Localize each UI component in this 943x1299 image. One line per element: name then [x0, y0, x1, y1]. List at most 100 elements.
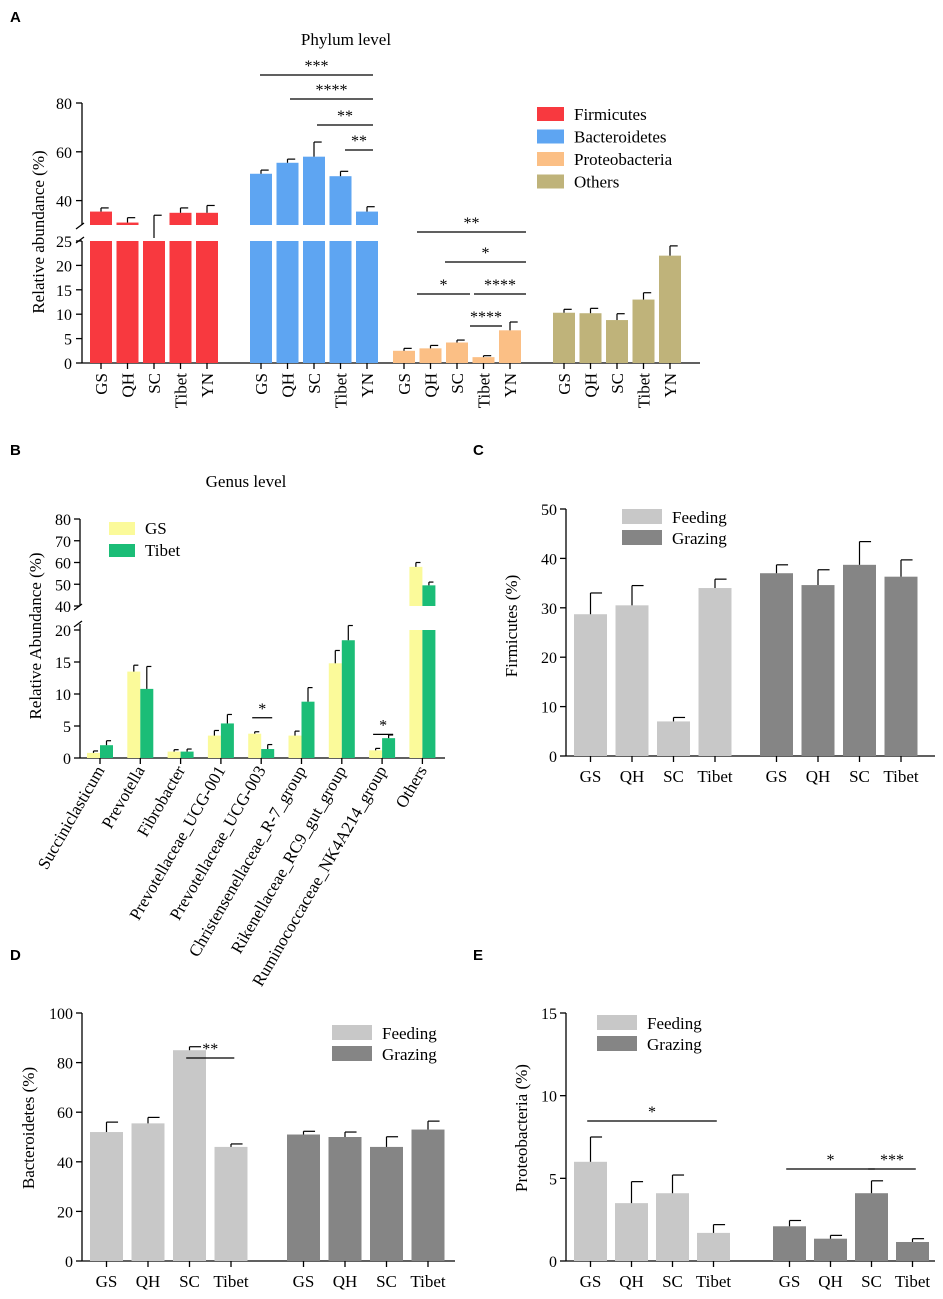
- panel-d-axes: 0 20 40 60 80 100 GS QH SC Tibet GS QH SC Tibet: [49, 1006, 455, 1291]
- panel-a-bar-firmicutes-qh-lower: [116, 241, 139, 363]
- panel-b-y-tick-label: 50: [55, 577, 71, 594]
- panel-c-bar-feeding-qh: [615, 605, 649, 756]
- panel-b-bar-gs-8-lower: [409, 630, 423, 758]
- panel-a-bar-firmicutes-qh-upper: [116, 222, 139, 225]
- panel-a-bar-bacteroidetes-qh-upper: [276, 162, 299, 225]
- panel-e-bar-grazing-gs: [773, 1226, 806, 1261]
- panel-e-bar-grazing-tibet: [896, 1241, 929, 1261]
- panel-c-bar-grazing-sc: [843, 564, 876, 756]
- panel-a-significance-6-label: *: [440, 277, 448, 294]
- panel-a-y-tick-label: 40: [56, 194, 72, 211]
- panel-c-legend-swatch-feeding: [622, 509, 662, 524]
- panel-c-y-axis-label: Firmicutes (%): [502, 575, 521, 677]
- panel-a-legend-swatch-proteobacteria: [537, 152, 564, 166]
- panel-d-x-tick-label: Tibet: [213, 1272, 249, 1291]
- panel-a-bar-firmicutes-tibet-upper: [169, 212, 192, 225]
- panel-b-bar-gs-5: [288, 735, 302, 758]
- panel-a-x-tick-label: QH: [582, 373, 601, 398]
- panel-a-bar-proteobacteria-sc: [446, 342, 468, 363]
- panel-b-bar-tibet-4: [261, 749, 275, 758]
- panel-b-significance-0-label: *: [258, 701, 266, 718]
- panel-b-y-tick-label: 70: [55, 534, 71, 551]
- panel-e-bar-grazing-sc: [855, 1193, 888, 1261]
- panel-c-y-tick-label: 0: [549, 749, 557, 766]
- panel-b-bar-gs-0: [87, 752, 100, 758]
- panel-a-legend-label-proteobacteria: Proteobacteria: [574, 150, 673, 169]
- panel-d-y-tick-label: 60: [57, 1105, 73, 1122]
- panel-c-bar-grazing-qh: [801, 585, 835, 756]
- panel-a-legend-swatch-bacteroidetes: [537, 129, 564, 144]
- panel-a-legend-label-others: Others: [574, 173, 619, 192]
- panel-a-axis-break-mark-1: [75, 222, 85, 230]
- panel-d-x-tick-label: Tibet: [410, 1272, 446, 1291]
- panel-a-bar-proteobacteria-yn: [499, 330, 521, 363]
- panel-b-y-tick-label: 40: [55, 599, 71, 616]
- panel-c-legend: Feeding Grazing: [622, 508, 727, 548]
- panel-b-bars: [87, 561, 436, 758]
- panel-e-y-tick-label: 5: [549, 1171, 557, 1188]
- panel-a-legend-label-firmicutes: Firmicutes: [574, 105, 647, 124]
- panel-d-bars: [90, 1046, 445, 1261]
- panel-c-x-tick-label: QH: [620, 767, 645, 786]
- panel-a-x-tick-label: SC: [608, 373, 627, 394]
- panel-c-bar-feeding-gs: [574, 614, 607, 756]
- panel-a-bar-firmicutes-gs-lower: [90, 241, 112, 363]
- panel-a-y-axis-label: Relative abundance (%): [29, 150, 48, 313]
- panel-c-x-tick-label: SC: [849, 767, 870, 786]
- panel-b-y-tick-label: 80: [55, 512, 71, 529]
- panel-d-legend-label-feeding: Feeding: [382, 1024, 437, 1043]
- panel-a-bar-others-yn: [659, 255, 681, 363]
- panel-c-x-tick-label: Tibet: [883, 767, 919, 786]
- panel-b-y-axis-label: Relative Abundance (%): [26, 552, 45, 719]
- panel-e-x-tick-label: GS: [779, 1272, 801, 1291]
- panel-d-x-tick-label: SC: [179, 1272, 200, 1291]
- panel-c-bar-grazing-tibet: [884, 576, 918, 756]
- panel-d-bar-feeding-sc: [173, 1050, 206, 1261]
- panel-a-bar-bacteroidetes-yn-lower: [356, 241, 378, 363]
- panel-a-significance-7-label: ****: [484, 277, 516, 294]
- panel-b-significance-1-label: *: [379, 717, 387, 734]
- panel-b-axis-break-mark-1: [73, 603, 83, 611]
- panel-a-x-tick-label: GS: [92, 373, 111, 395]
- panel-d-significance: **: [186, 1041, 235, 1059]
- panel-d-bar-grazing-tibet: [411, 1129, 445, 1261]
- panel-c-y-tick-label: 40: [541, 551, 557, 568]
- panel-d-legend: Feeding Grazing: [332, 1024, 437, 1064]
- panel-e-significance-1-label: *: [827, 1152, 835, 1169]
- panel-a-legend: Firmicutes Bacteroidetes Proteobacteria Oth…: [537, 105, 673, 192]
- panel-e-x-tick-label: Tibet: [696, 1272, 732, 1291]
- panel-a-x-tick-label: Tibet: [332, 373, 351, 409]
- panel-e-y-tick-label: 10: [541, 1089, 557, 1106]
- panel-d-y-tick-label: 100: [49, 1006, 73, 1023]
- panel-d-legend-label-grazing: Grazing: [382, 1045, 437, 1064]
- panel-a-bar-proteobacteria-gs: [393, 350, 415, 363]
- panel-a-significance-4-label: **: [464, 215, 480, 232]
- panel-b-legend: GS Tibet: [109, 519, 181, 560]
- panel-b-bar-gs-4: [248, 733, 262, 758]
- panel-b-bar-gs-3: [207, 735, 221, 758]
- panel-c-axes: 0 10 20 30 40 50 GS QH SC Tibet GS QH SC Tibet: [541, 502, 935, 786]
- panel-a-bar-firmicutes-tibet-lower: [169, 241, 192, 363]
- panel-e-legend: Feeding Grazing: [597, 1014, 702, 1054]
- panel-d-y-tick-label: 80: [57, 1056, 73, 1073]
- panel-e-bar-feeding-tibet: [697, 1232, 730, 1261]
- panel-b-bar-tibet-6: [341, 640, 355, 758]
- panel-d-y-tick-label: 20: [57, 1204, 73, 1221]
- panel-e-legend-swatch-feeding: [597, 1015, 637, 1030]
- panel-d-bar-grazing-qh: [328, 1137, 362, 1261]
- panel-c-x-tick-label: SC: [663, 767, 684, 786]
- panel-c-legend-label-grazing: Grazing: [672, 529, 727, 548]
- panel-c-y-tick-label: 50: [541, 502, 557, 519]
- panel-e-y-tick-label: 0: [549, 1254, 557, 1271]
- panel-b-bar-tibet-3: [220, 723, 234, 758]
- panel-a-x-tick-label: QH: [119, 373, 138, 398]
- panel-b-x-tick-label: Succiniclasticum: [34, 763, 109, 873]
- panel-e-significance-0-label: *: [648, 1104, 656, 1121]
- panel-a-x-tick-label: YN: [661, 373, 680, 398]
- panel-b-y-tick-label: 15: [55, 655, 71, 672]
- panel-e-x-tick-label: QH: [818, 1272, 843, 1291]
- panel-a-x-tick-label: GS: [252, 373, 271, 395]
- panel-a-bar-proteobacteria-tibet: [472, 357, 495, 363]
- panel-a-x-tick-label: GS: [395, 373, 414, 395]
